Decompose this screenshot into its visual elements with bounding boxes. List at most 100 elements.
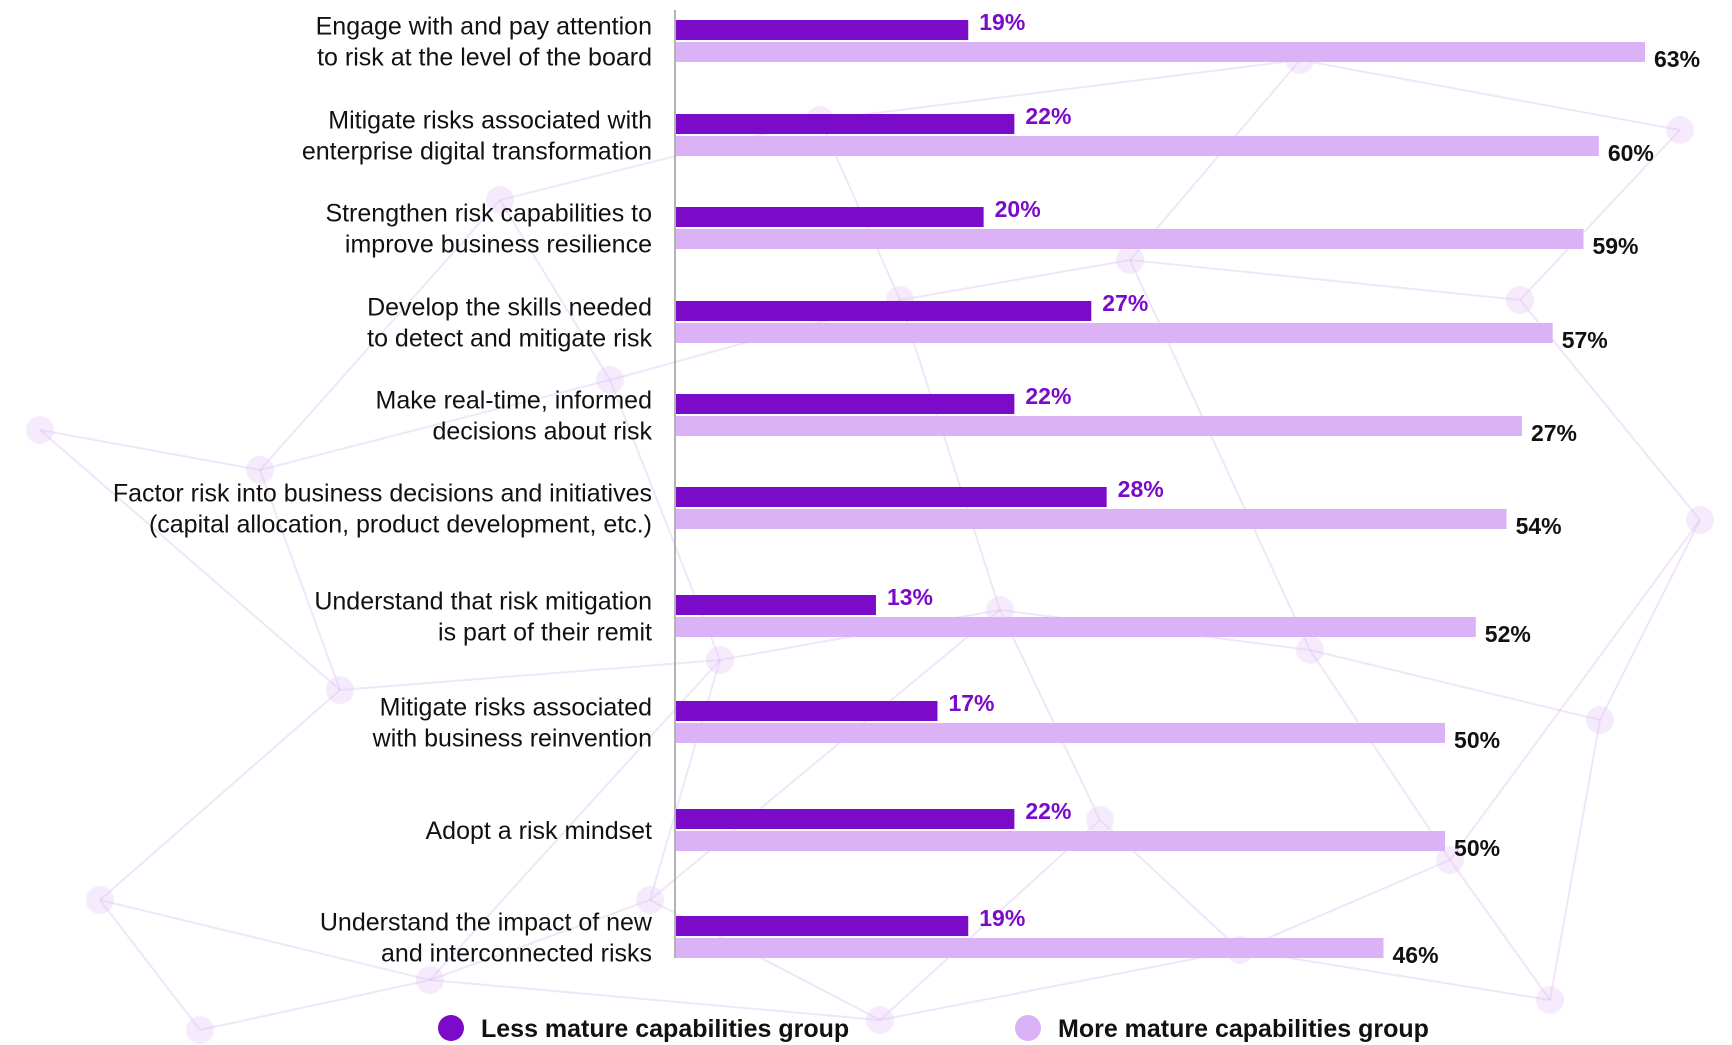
category-label-line: Engage with and pay attention	[316, 13, 652, 41]
bar-less-mature	[676, 595, 876, 615]
network-node	[1116, 246, 1144, 274]
network-node	[596, 366, 624, 394]
network-line	[259, 199, 501, 471]
bar-more-mature	[676, 509, 1507, 529]
value-label-more-mature: 57%	[1562, 327, 1608, 353]
category-label: Develop the skills needed to detect and m…	[367, 294, 652, 353]
network-node	[26, 416, 54, 444]
bar-more-mature	[676, 723, 1446, 743]
network-line	[1129, 59, 1301, 261]
network-line	[429, 979, 881, 1021]
bar-less-mature	[676, 207, 984, 227]
network-line	[1239, 949, 1551, 1001]
bar-less-mature	[676, 114, 1015, 134]
network-line	[1449, 519, 1701, 861]
bar-more-mature	[676, 229, 1584, 249]
network-line	[1239, 859, 1451, 951]
network-node	[86, 886, 114, 914]
network-line	[879, 949, 1241, 1021]
bar-more-mature	[676, 416, 1522, 436]
network-line	[899, 299, 1001, 611]
category-label-line: is part of their remit	[438, 619, 652, 647]
category-label-line: decisions about risk	[432, 418, 652, 446]
category-label-line: (capital allocation, product development…	[149, 511, 652, 539]
bar-less-mature	[676, 916, 969, 936]
category-label-line: to risk at the level of the board	[317, 44, 652, 72]
category-label-line: Mitigate risks associated with	[328, 107, 652, 135]
value-label-more-mature: 59%	[1592, 233, 1638, 259]
network-line	[1449, 859, 1551, 1001]
bar-less-mature	[676, 487, 1107, 507]
value-label-less-mature: 17%	[948, 690, 994, 716]
category-label: Make real-time, informed decisions about …	[376, 387, 653, 446]
value-label-more-mature: 60%	[1608, 140, 1654, 166]
category-label: Adopt a risk mindset	[426, 817, 653, 845]
network-line	[99, 899, 431, 981]
network-line	[1309, 649, 1451, 861]
network-node	[486, 186, 514, 214]
category-label-line: Adopt a risk mindset	[426, 817, 653, 845]
legend-marker	[438, 1015, 464, 1041]
network-node	[326, 676, 354, 704]
category-label: Factor risk into business decisions and …	[113, 480, 652, 539]
bar-more-mature	[676, 42, 1645, 62]
network-line	[899, 259, 1131, 301]
category-label-line: to detect and mitigate risk	[367, 325, 652, 353]
network-line	[339, 659, 721, 691]
bar-more-mature	[676, 136, 1599, 156]
category-label-line: Develop the skills needed	[367, 294, 652, 322]
legend-marker	[1015, 1015, 1041, 1041]
value-label-less-mature: 19%	[979, 9, 1025, 35]
network-line	[99, 899, 201, 1031]
category-label: Understand that risk mitigation is part o…	[314, 588, 652, 647]
category-label-line: Mitigate risks associated	[380, 694, 652, 722]
value-label-less-mature: 22%	[1025, 383, 1071, 409]
category-label-line: Understand the impact of new	[320, 909, 653, 937]
category-label: Mitigate risks associated with enterprise…	[302, 107, 652, 166]
network-line	[999, 609, 1101, 821]
category-label: Engage with and pay attention to risk at …	[316, 13, 652, 72]
network-line	[99, 689, 341, 901]
network-line	[1299, 59, 1681, 131]
bar-more-mature	[676, 323, 1553, 343]
legend-label: Less mature capabilities group	[481, 1015, 849, 1043]
bar-less-mature	[676, 301, 1092, 321]
network-line	[649, 659, 721, 901]
network-node	[1436, 846, 1464, 874]
category-label-line: Make real-time, informed	[376, 387, 652, 415]
value-label-more-mature: 54%	[1516, 513, 1562, 539]
value-label-more-mature: 63%	[1654, 46, 1700, 72]
network-line	[1129, 259, 1521, 301]
network-line	[429, 899, 651, 981]
category-label-line: enterprise digital transformation	[302, 138, 652, 166]
network-line	[649, 609, 1001, 901]
network-line	[1519, 129, 1681, 301]
network-line	[1599, 519, 1701, 721]
category-label: Strengthen risk capabilities to improve b…	[325, 200, 652, 259]
value-label-less-mature: 28%	[1118, 476, 1164, 502]
bar-less-mature	[676, 809, 1015, 829]
value-label-more-mature: 27%	[1531, 420, 1577, 446]
value-label-less-mature: 20%	[995, 196, 1041, 222]
value-label-less-mature: 22%	[1025, 798, 1071, 824]
value-label-less-mature: 13%	[887, 584, 933, 610]
category-label-line: with business reinvention	[372, 725, 652, 753]
category-label-line: and interconnected risks	[381, 940, 652, 968]
network-line	[879, 819, 1101, 1021]
value-label-more-mature: 46%	[1393, 942, 1439, 968]
legend-label: More mature capabilities group	[1058, 1015, 1429, 1043]
network-line	[39, 429, 341, 691]
bar-more-mature	[676, 938, 1384, 958]
network-line	[259, 379, 611, 471]
category-label: Mitigate risks associated with business r…	[372, 694, 652, 753]
network-node	[706, 646, 734, 674]
category-label-line: Factor risk into business decisions and …	[113, 480, 652, 508]
value-label-more-mature: 52%	[1485, 621, 1531, 647]
network-node	[1506, 286, 1534, 314]
network-node	[1536, 986, 1564, 1014]
network-node	[1686, 506, 1714, 534]
value-label-more-mature: 50%	[1454, 727, 1500, 753]
bar-less-mature	[676, 701, 938, 721]
bar-less-mature	[676, 394, 1015, 414]
category-label-line: Strengthen risk capabilities to	[325, 200, 652, 228]
